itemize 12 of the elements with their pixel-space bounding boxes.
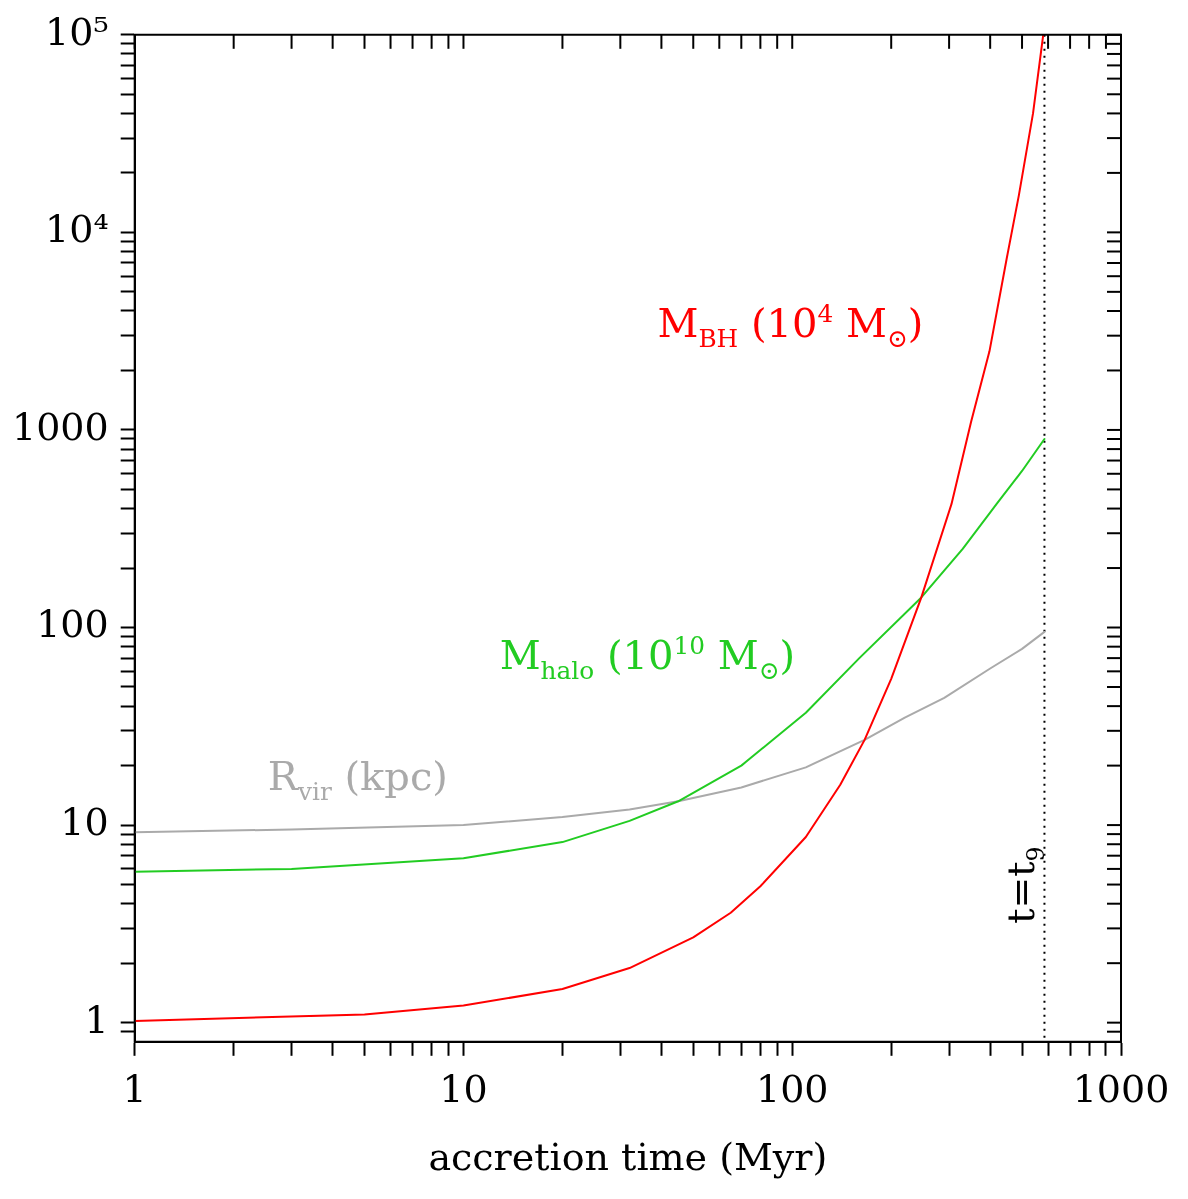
- y-tick-label: 10: [60, 799, 109, 844]
- x-tick-label: 1000: [1072, 1067, 1170, 1112]
- y-tick-label: 10⁵: [45, 9, 109, 54]
- y-tick-label: 1: [84, 997, 109, 1042]
- x-tick-label: 10: [439, 1067, 488, 1112]
- x-axis-title: accretion time (Myr): [428, 1135, 828, 1180]
- x-tick-label: 1: [122, 1067, 147, 1112]
- y-tick-label: 100: [36, 602, 109, 647]
- y-tick-label: 1000: [11, 404, 109, 449]
- x-tick-label: 100: [755, 1067, 829, 1112]
- ref-line-label: t=t9: [999, 846, 1050, 924]
- y-tick-label: 10⁴: [45, 207, 109, 252]
